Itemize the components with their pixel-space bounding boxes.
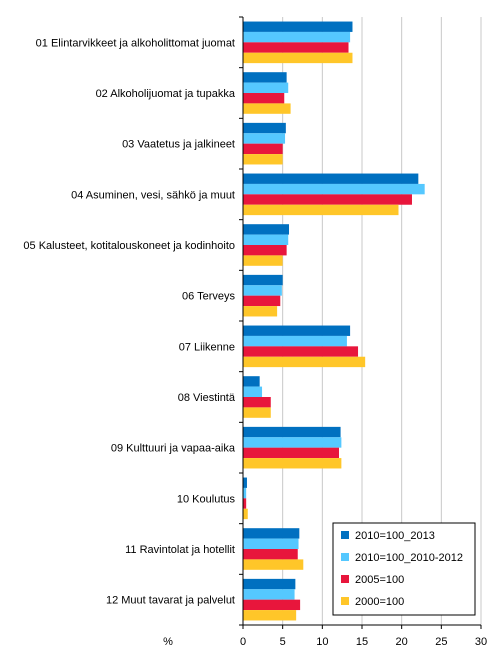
- bar: [243, 437, 342, 448]
- x-tick-label: 10: [316, 636, 328, 648]
- bar: [243, 143, 283, 155]
- bar: [243, 21, 353, 32]
- legend-swatch: [341, 531, 349, 539]
- bar: [243, 376, 260, 387]
- bar: [243, 133, 286, 144]
- bar: [243, 477, 247, 488]
- category-label: 12 Muut tavarat ja palvelut: [106, 595, 235, 607]
- bar: [243, 306, 278, 317]
- x-tick-labels: 0 5 10 15 20 25 30: [240, 636, 487, 648]
- category-label: 04 Asuminen, vesi, sähkö ja muut: [71, 189, 235, 201]
- bar: [243, 407, 271, 418]
- gridlines: [282, 17, 482, 625]
- bar: [243, 295, 281, 307]
- bar: [243, 578, 296, 590]
- legend-label: 2000=100: [355, 596, 404, 608]
- bar: [243, 426, 341, 438]
- bar: [243, 204, 399, 216]
- legend-label: 2005=100: [355, 574, 404, 586]
- category-label: 09 Kulttuuri ja vapaa-aika: [111, 443, 236, 455]
- bar: [243, 589, 295, 600]
- x-tick-label: 15: [356, 636, 368, 648]
- bar: [243, 93, 285, 104]
- legend-label: 2010=100_2010-2012: [355, 552, 463, 564]
- bar: [243, 183, 425, 195]
- bar: [243, 498, 247, 509]
- bar: [243, 487, 247, 499]
- bar: [243, 610, 297, 621]
- bar: [243, 599, 301, 611]
- bar: [243, 325, 351, 336]
- bar: [243, 224, 290, 235]
- x-tick-label: 30: [475, 636, 487, 648]
- bar: [243, 274, 283, 286]
- bar: [243, 52, 353, 64]
- category-label: 05 Kalusteet, kotitalouskoneet ja kodinh…: [23, 240, 235, 252]
- x-unit-label: %: [163, 636, 173, 648]
- bar: [243, 154, 283, 165]
- bar: [243, 255, 283, 266]
- category-label: 02 Alkoholijuomat ja tupakka: [96, 88, 236, 100]
- bar: [243, 346, 359, 357]
- category-label: 08 Viestintä: [178, 392, 236, 404]
- bar: [243, 72, 287, 83]
- bar: [243, 356, 366, 368]
- legend-box: [332, 522, 476, 616]
- bar: [243, 122, 286, 134]
- x-tick-label: 5: [280, 636, 286, 648]
- bar: [243, 31, 351, 43]
- legend-label: 2010=100_2013: [355, 530, 435, 542]
- bar: [243, 549, 298, 560]
- bar: [243, 458, 342, 469]
- bar: [243, 447, 339, 459]
- category-label: 07 Liikenne: [179, 341, 235, 353]
- bar: [243, 559, 304, 570]
- bar: [243, 173, 419, 184]
- bar: [243, 194, 412, 205]
- bar: [243, 285, 282, 296]
- x-tick-label: 20: [396, 636, 408, 648]
- bar: [243, 103, 291, 114]
- category-label: 10 Koulutus: [177, 493, 236, 505]
- bar: [243, 82, 289, 93]
- bar: [243, 397, 271, 408]
- bar: [243, 245, 287, 256]
- axes: [239, 16, 482, 629]
- bars: [243, 21, 425, 621]
- x-tick-label: 25: [435, 636, 447, 648]
- category-label: 03 Vaatetus ja jalkineet: [122, 139, 235, 151]
- bar: [243, 386, 263, 397]
- category-labels: 01 Elintarvikkeet ja alkoholittomat juom…: [23, 37, 235, 606]
- bar: [243, 234, 289, 245]
- legend-swatch: [341, 553, 349, 561]
- legend-swatch: [341, 575, 349, 583]
- bar: [243, 335, 347, 347]
- x-tick-label: 0: [240, 636, 246, 648]
- bar: [243, 508, 248, 520]
- bar: [243, 538, 299, 549]
- category-label: 11 Ravintolat ja hotellit: [125, 544, 235, 556]
- bar: [243, 528, 300, 539]
- legend-swatch: [341, 597, 349, 605]
- legend: 2010=100_2013 2010=100_2010-2012 2005=100 2…: [332, 522, 476, 616]
- bar: [243, 42, 349, 53]
- category-label: 06 Terveys: [182, 291, 235, 303]
- category-label: 01 Elintarvikkeet ja alkoholittomat juom…: [36, 37, 235, 49]
